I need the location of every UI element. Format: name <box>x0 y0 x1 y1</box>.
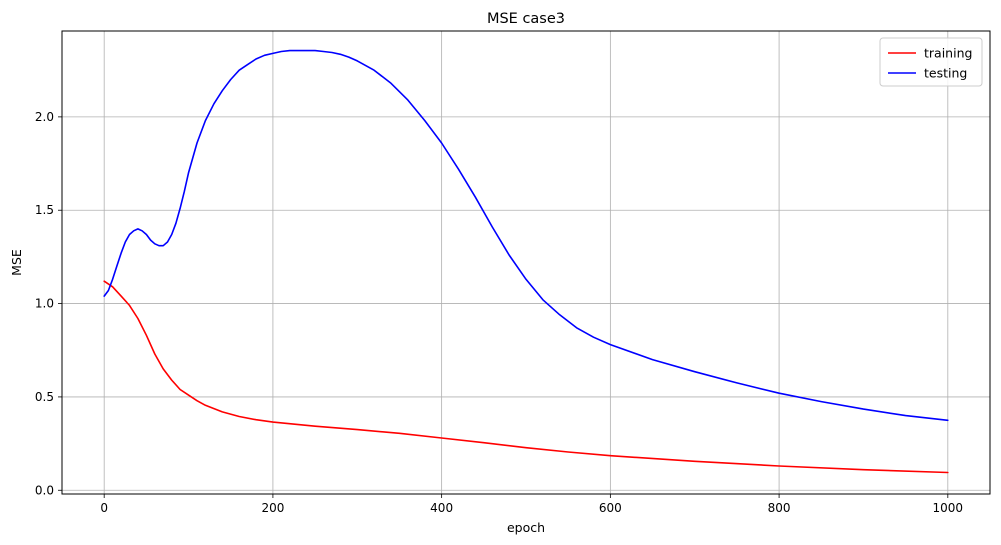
grid <box>62 31 990 494</box>
x-tick-label: 1000 <box>933 501 964 515</box>
y-axis-label: MSE <box>9 249 24 276</box>
legend: training testing <box>879 37 983 87</box>
x-tick-label: 200 <box>261 501 284 515</box>
series-line-testing <box>103 49 949 422</box>
x-tick-label: 0 <box>100 501 108 515</box>
legend-label-training: training <box>924 46 972 61</box>
y-tick-label: 1.0 <box>35 297 54 311</box>
plot-frame <box>61 30 991 495</box>
series-line-training <box>103 280 949 474</box>
x-tick-label: 400 <box>430 501 453 515</box>
legend-label-testing: testing <box>924 66 967 81</box>
legend-box <box>879 37 983 87</box>
y-tick-label: 2.0 <box>35 110 54 124</box>
x-axis-label: epoch <box>507 520 545 535</box>
y-tick-label: 0.5 <box>35 390 54 404</box>
x-tick-label: 600 <box>599 501 622 515</box>
chart-title: MSE case3 <box>487 11 565 27</box>
axis-ticks: 0 200 400 600 800 1000 0.0 0.5 1.0 1.5 2.0 <box>35 110 963 515</box>
y-tick-label: 1.5 <box>35 203 54 217</box>
x-tick-label: 800 <box>768 501 791 515</box>
series-lines <box>103 49 949 474</box>
y-tick-label: 0.0 <box>35 483 54 497</box>
